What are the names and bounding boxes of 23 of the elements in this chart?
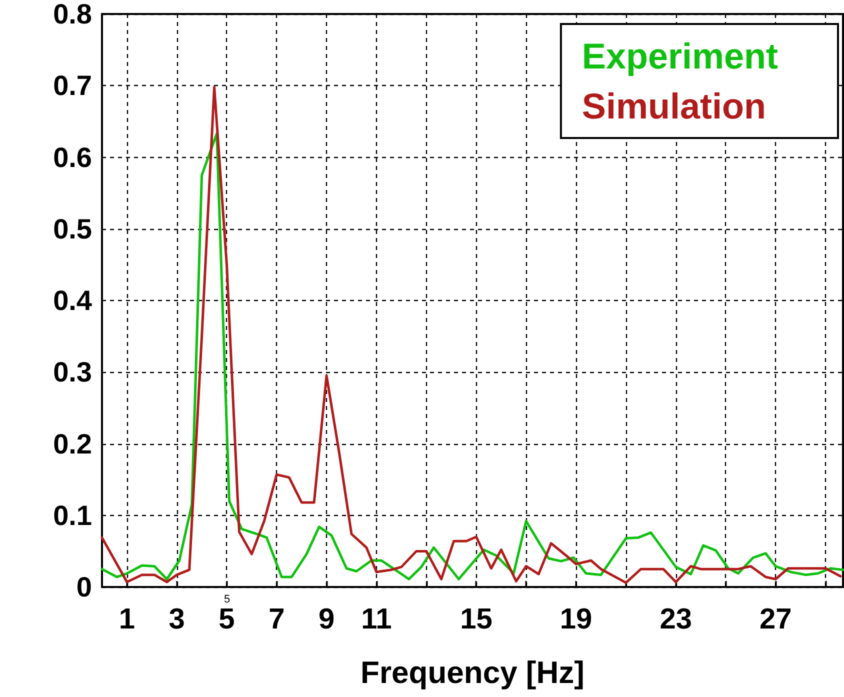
y-tick-label: 0.4 xyxy=(53,285,92,316)
y-tick-label: 0.7 xyxy=(53,70,92,102)
y-tick-label: 0 xyxy=(76,572,92,602)
x-tick-label: 9 xyxy=(318,604,335,636)
x-tick-label: 5 xyxy=(218,604,235,636)
x-tick-label: 23 xyxy=(660,604,692,636)
y-tick-label: 0.3 xyxy=(53,356,92,388)
x-axis-title: Frequency [Hz] xyxy=(360,655,584,690)
x-tick-label: 15 xyxy=(460,604,492,636)
x-tick-label: 11 xyxy=(361,604,392,636)
y-tick-label: 0.6 xyxy=(53,142,92,173)
text: 5 xyxy=(224,594,230,606)
y-tick-label: 0.8 xyxy=(53,0,92,30)
x-tick-label: 3 xyxy=(168,604,185,636)
x-tick-label: 19 xyxy=(560,604,592,636)
x-tick-label: 1 xyxy=(118,604,136,636)
text: Simulation xyxy=(582,86,766,126)
y-tick-label: 0.2 xyxy=(53,428,92,460)
x-tick-label: 27 xyxy=(760,604,792,636)
text: Experiment xyxy=(582,36,778,76)
y-tick-label: 0.5 xyxy=(53,213,92,244)
y-tick-label: 0.1 xyxy=(53,500,92,531)
x-tick-label: 7 xyxy=(268,604,285,636)
